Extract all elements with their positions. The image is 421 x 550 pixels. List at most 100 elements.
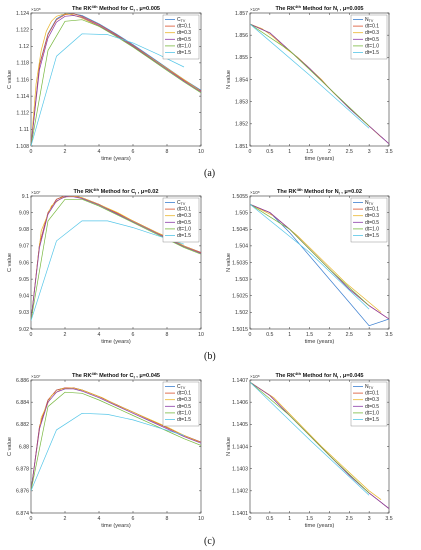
y-tick-label: 1.1404 bbox=[232, 444, 248, 450]
y-tick-label: 6.88 bbox=[19, 444, 29, 450]
legend-label: dt=0.5 bbox=[177, 220, 191, 226]
x-tick-label: 4 bbox=[98, 516, 101, 522]
y-tick-label: 1.505 bbox=[235, 210, 248, 216]
title-superscript: 4th bbox=[297, 187, 304, 192]
x-tick-label: 1 bbox=[288, 149, 291, 155]
x-tick-label: 1 bbox=[288, 332, 291, 338]
y-tick-label: 1.852 bbox=[235, 122, 248, 128]
legend-box bbox=[350, 197, 388, 243]
legend-box bbox=[350, 14, 388, 60]
x-tick-label: 3.5 bbox=[385, 149, 392, 155]
y-tick-label: 9.1 bbox=[22, 194, 29, 200]
y-tick-label: 1.11 bbox=[19, 127, 29, 133]
y-tick-label: 1.504 bbox=[235, 244, 248, 250]
x-axis-label: time (years) bbox=[101, 523, 131, 529]
y-tick-label: 1.122 bbox=[16, 27, 29, 33]
legend-label: dt=0.1 bbox=[365, 24, 379, 30]
legend-label: dt=1.0 bbox=[365, 43, 379, 49]
y-tick-label: 6.878 bbox=[16, 466, 29, 472]
legend-label: dt=0.5 bbox=[177, 404, 191, 410]
y-tick-label: 9.07 bbox=[19, 244, 29, 250]
x-tick-label: 10 bbox=[198, 516, 204, 522]
series-line-dt-1-0 bbox=[250, 204, 370, 306]
title-text: Method for C bbox=[98, 373, 134, 379]
legend-label: dt=0.1 bbox=[177, 391, 191, 397]
title-subscript: I bbox=[134, 375, 135, 380]
y-tick-label: 1.855 bbox=[235, 55, 248, 61]
title-subscript: I bbox=[337, 375, 338, 380]
x-tick-label: 8 bbox=[166, 332, 169, 338]
title-text: The RK bbox=[277, 189, 297, 195]
x-tick-label: 3 bbox=[368, 149, 371, 155]
x-tick-label: 8 bbox=[166, 149, 169, 155]
x-axis-label: time (years) bbox=[305, 523, 335, 529]
series-line-dt-0-3 bbox=[250, 381, 382, 500]
y-tick-label: 1.124 bbox=[16, 11, 29, 17]
y-tick-label: 6.874 bbox=[16, 511, 29, 517]
title-subscript: I bbox=[134, 8, 135, 13]
y-tick-label: 1.5035 bbox=[232, 260, 248, 266]
y-tick-label: 1.108 bbox=[16, 144, 29, 150]
x-tick-label: 2 bbox=[64, 332, 67, 338]
series-line-dt-0-5 bbox=[31, 388, 201, 491]
y-tick-label: 9.04 bbox=[19, 294, 29, 300]
series-line-dt-1-0 bbox=[31, 391, 201, 491]
y-tick-label: 1.5045 bbox=[232, 227, 248, 233]
y-tick-label: 9.08 bbox=[19, 227, 29, 233]
title-subscript: I bbox=[337, 8, 338, 13]
legend-subscript: TV bbox=[181, 386, 186, 390]
y-tick-label: 9.06 bbox=[19, 260, 29, 266]
series-line-dt-1-5 bbox=[31, 412, 185, 491]
x-tick-label: 1.5 bbox=[306, 332, 313, 338]
y-axis-label: N value bbox=[226, 70, 232, 89]
legend-subscript: TV bbox=[369, 386, 374, 390]
panel-label-a: (a) bbox=[204, 168, 215, 179]
x-tick-label: 0.5 bbox=[266, 516, 273, 522]
chart-4: 0 2 4 6 8 10 6.874 6.876 6.878 6.88 6.882 6.884 6.88… bbox=[7, 371, 204, 529]
legend-label: dt=0.3 bbox=[365, 213, 379, 219]
legend-box bbox=[162, 197, 200, 243]
x-axis-label: time (years) bbox=[305, 339, 335, 345]
legend-subscript: TV bbox=[369, 19, 374, 23]
legend-label: dt=1.0 bbox=[365, 410, 379, 416]
y-tick-label: 1.112 bbox=[16, 111, 29, 117]
y-exponent: ×10⁸ bbox=[250, 190, 260, 195]
title-superscript: 4th bbox=[295, 371, 302, 376]
title-subscript: I bbox=[135, 191, 136, 196]
x-axis-label: time (years) bbox=[101, 156, 131, 162]
legend-label: dt=1.0 bbox=[177, 410, 191, 416]
y-axis-label: N value bbox=[226, 437, 232, 456]
title-mu: , μ=0.045 bbox=[135, 373, 160, 379]
x-tick-label: 1.5 bbox=[306, 149, 313, 155]
title-text: The RK bbox=[72, 373, 92, 379]
y-tick-label: 9.05 bbox=[19, 277, 29, 283]
title-subscript: I bbox=[339, 191, 340, 196]
chart-1: 0 0.5 1 1.5 2 2.5 3 3.5 1.851 1.852 1.853 1.854 1.85… bbox=[226, 4, 393, 162]
legend-label: dt=1.5 bbox=[365, 233, 379, 239]
y-exponent: ×10⁷ bbox=[31, 190, 41, 195]
legend-label: NTV bbox=[365, 384, 374, 390]
x-tick-label: 6 bbox=[132, 332, 135, 338]
y-tick-label: 1.1403 bbox=[232, 466, 248, 472]
series-line-dt-0-5 bbox=[31, 15, 201, 146]
x-tick-label: 2 bbox=[64, 149, 67, 155]
x-tick-label: 0 bbox=[30, 149, 33, 155]
title-text: Method for N bbox=[301, 6, 337, 12]
legend-label: dt=1.0 bbox=[365, 226, 379, 232]
legend-label: dt=0.3 bbox=[365, 397, 379, 403]
x-axis-label: time (years) bbox=[101, 339, 131, 345]
x-axis-label: time (years) bbox=[305, 156, 335, 162]
series-line-dt-1-0 bbox=[31, 19, 201, 146]
series-line-dt-1-5 bbox=[250, 204, 370, 310]
legend-label: dt=1.0 bbox=[177, 226, 191, 232]
legend-label: dt=1.5 bbox=[365, 417, 379, 423]
title-mu: , μ=0.005 bbox=[135, 6, 160, 12]
x-tick-label: 0 bbox=[249, 516, 252, 522]
y-tick-label: 6.886 bbox=[16, 378, 29, 384]
y-tick-label: 6.876 bbox=[16, 489, 29, 495]
series-line-dt-1-0 bbox=[250, 23, 370, 127]
legend-label: NTV bbox=[365, 17, 374, 23]
legend-box bbox=[162, 381, 200, 427]
x-tick-label: 2 bbox=[328, 516, 331, 522]
x-tick-label: 4 bbox=[98, 149, 101, 155]
